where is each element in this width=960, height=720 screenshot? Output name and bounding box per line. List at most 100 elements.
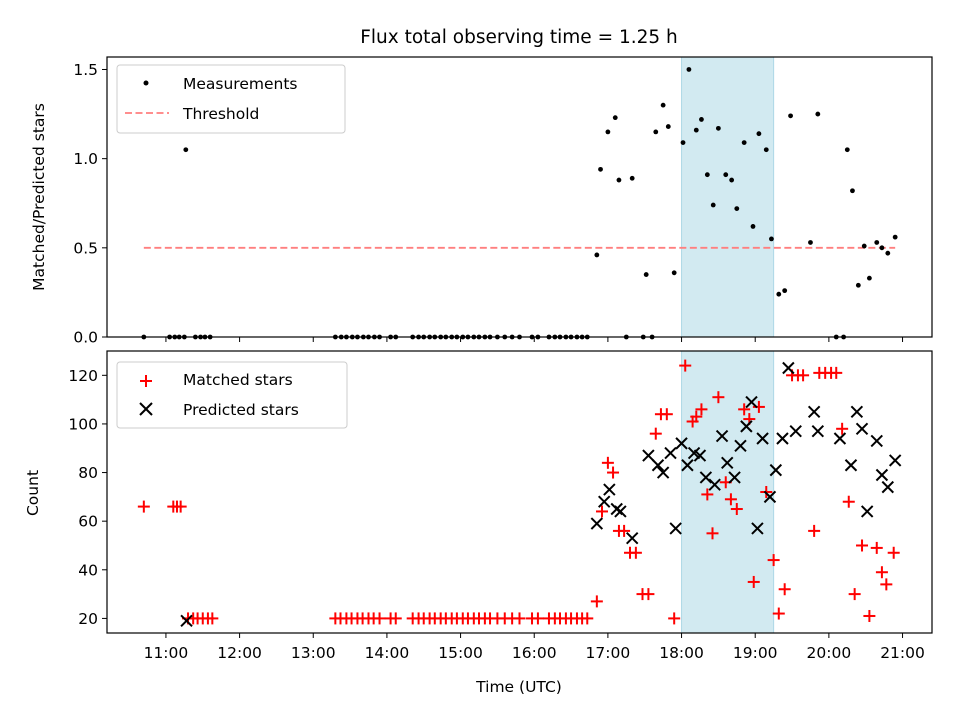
matched-stars-point — [875, 566, 888, 579]
predicted-stars-point — [180, 614, 193, 628]
bottom-panel-frame — [106, 350, 933, 634]
top-series-measurements — [141, 67, 898, 340]
matched-stars-point — [206, 612, 219, 625]
measurements-point — [643, 272, 649, 277]
matched-stars-point — [706, 527, 719, 540]
legend-measurements-label: Measurements — [183, 75, 298, 93]
predicted-stars-point — [614, 505, 627, 518]
matched-stars-point — [137, 500, 150, 513]
matched-stars-point — [679, 359, 692, 372]
bottom-panel: 20 40 60 80 100 120 11:00 12:00 13:00 14:00 15:00 1… — [68, 350, 933, 662]
predicted-stars-point — [888, 454, 902, 467]
measurements-point — [776, 291, 782, 297]
matched-stars-point — [601, 456, 614, 469]
predicted-stars-point — [734, 439, 747, 453]
matched-stars-point — [856, 539, 869, 552]
bottom-y-tick-label: 80 — [78, 464, 98, 482]
bottom-panel-y-axis-label: Count — [24, 470, 42, 516]
measurements-point — [693, 127, 699, 133]
predicted-stars-point — [850, 405, 864, 418]
predicted-stars-point — [844, 459, 858, 472]
measurements-point — [866, 275, 872, 281]
measurements-point — [874, 240, 880, 245]
measurements-point — [741, 140, 747, 146]
predicted-stars-point — [675, 437, 688, 450]
matched-stars-point — [863, 609, 876, 622]
measurements-point — [594, 252, 600, 258]
matched-stars-point — [174, 500, 187, 513]
measurements-point — [183, 147, 189, 153]
measurements-point — [680, 140, 686, 146]
x-tick-label: 17:00 — [586, 644, 631, 662]
predicted-stars-point — [811, 425, 825, 438]
bottom-legend: Matched stars Predicted stars — [116, 361, 348, 429]
matched-stars-point — [848, 588, 861, 601]
matched-stars-point — [778, 583, 791, 596]
matched-stars-point — [701, 488, 714, 501]
predicted-stars-point — [715, 429, 729, 443]
top-panel-frame — [106, 56, 933, 338]
top-observing-window — [681, 56, 775, 338]
matched-stars-point — [649, 427, 662, 440]
predicted-stars-point — [651, 459, 665, 472]
top-legend: Measurements Threshold — [116, 64, 346, 134]
matched-stars-point — [724, 493, 737, 506]
legend-threshold-label: Threshold — [182, 105, 259, 123]
measurements-point — [763, 147, 769, 153]
matched-stars-point — [668, 612, 681, 625]
measurements-point — [704, 172, 710, 178]
top-panel: 0.0 0.5 1.0 1.5 — [73, 56, 933, 347]
measurements-point — [788, 113, 793, 119]
measurements-point — [629, 175, 635, 181]
matched-stars-point — [590, 595, 603, 608]
matched-stars-point — [738, 403, 751, 416]
top-y-tick-label: 0.0 — [73, 329, 98, 347]
matched-stars-point — [642, 588, 655, 601]
matched-stars-point — [752, 400, 765, 413]
measurements-point — [892, 234, 898, 240]
measurements-point — [879, 245, 885, 251]
predicted-stars-point — [681, 459, 694, 472]
bottom-legend-frame — [116, 361, 348, 429]
x-tick-label: 12:00 — [217, 644, 262, 662]
x-tick-label: 11:00 — [144, 644, 189, 662]
predicted-stars-point — [789, 425, 802, 438]
predicted-stars-point — [769, 463, 783, 477]
measurements-point — [734, 206, 740, 211]
matched-stars-point — [581, 612, 594, 625]
top-y-tick-label: 0.5 — [73, 239, 98, 257]
predicted-stars-point — [745, 395, 758, 409]
bottom-y-tick-label: 40 — [78, 561, 98, 579]
legend-predicted-label: Predicted stars — [183, 401, 299, 419]
top-y-tick-label: 1.5 — [73, 61, 98, 79]
x-tick-label: 15:00 — [438, 644, 483, 662]
measurements-point — [598, 166, 603, 172]
x-tick-label: 14:00 — [365, 644, 410, 662]
top-legend-frame — [116, 64, 346, 134]
predicted-stars-point — [721, 456, 734, 470]
measurements-point — [850, 188, 855, 194]
predicted-stars-point — [763, 490, 777, 504]
measurements-point — [616, 177, 622, 183]
measurements-point — [782, 288, 788, 294]
measurements-point — [699, 117, 704, 122]
predicted-stars-point — [664, 446, 677, 460]
matched-stars-point — [808, 524, 821, 537]
predicted-stars-point — [642, 449, 655, 462]
matched-stars-point — [607, 466, 620, 479]
bottom-observing-window — [681, 350, 775, 634]
matched-stars-point — [712, 391, 725, 404]
measurements-point — [808, 240, 813, 245]
measurements-point — [686, 67, 692, 72]
bottom-y-tick-label: 20 — [78, 610, 98, 628]
matched-stars-point — [880, 578, 893, 591]
measurements-point — [723, 172, 729, 178]
bottom-y-tick-label: 100 — [68, 415, 98, 433]
bottom-y-tick-label: 60 — [78, 513, 98, 531]
predicted-stars-point — [740, 420, 753, 433]
top-panel-y-axis-label: Matched/Predicted stars — [30, 103, 48, 291]
predicted-stars-point — [708, 478, 721, 491]
x-tick-label: 13:00 — [291, 644, 336, 662]
measurements-point — [861, 243, 867, 249]
